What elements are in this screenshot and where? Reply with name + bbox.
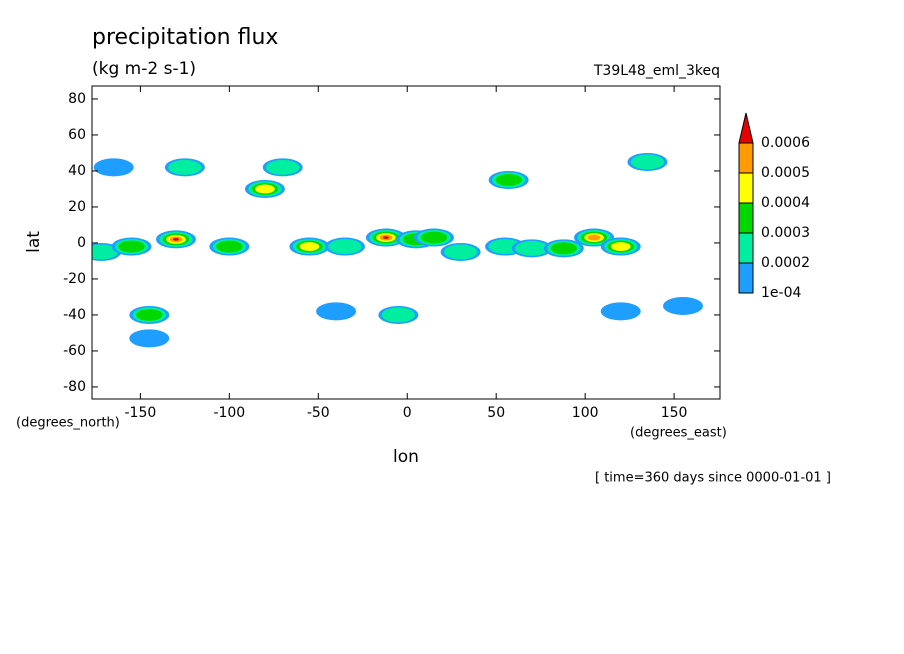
x-tick-label: 100: [572, 405, 599, 421]
contour-blob: [262, 158, 303, 177]
contour-blob: [316, 302, 357, 321]
contour-level: [600, 302, 641, 321]
contour-level: [255, 184, 275, 194]
contour-level: [129, 329, 170, 348]
contour-level: [662, 296, 703, 315]
contour-level: [587, 234, 601, 241]
contour-level: [118, 240, 145, 253]
contour-level: [630, 154, 665, 170]
colorbar-label: 1e-04: [761, 285, 801, 301]
colorbar-label: 0.0002: [761, 255, 810, 271]
contour-blob: [93, 158, 134, 177]
contour-level: [316, 302, 357, 321]
contour-level: [420, 231, 448, 244]
contour-level: [550, 242, 578, 255]
contour-blob: [511, 239, 552, 258]
contour-level: [495, 174, 522, 186]
contour-blob: [662, 296, 703, 315]
contour-level: [299, 242, 320, 251]
colorbar-box: [738, 232, 754, 264]
contour-level: [382, 236, 389, 239]
y-tick-label: 80: [68, 91, 86, 107]
contour-blob: [164, 158, 205, 177]
x-tick-label: -150: [124, 405, 156, 421]
contour-blob: [129, 329, 170, 348]
colorbar-box: [738, 202, 754, 234]
colorbar-label: 0.0006: [761, 135, 810, 151]
x-tick-label: -100: [213, 405, 245, 421]
y-tick-label: -60: [63, 343, 86, 359]
contour-level: [136, 309, 163, 321]
colorbar-box: [738, 142, 754, 174]
contour-level: [172, 238, 179, 241]
contour-blob: [543, 239, 584, 258]
contour-level: [381, 307, 415, 323]
y-tick-label: -40: [63, 307, 86, 323]
contour-blob: [600, 237, 641, 256]
annotation: T39L48_eml_3keq: [593, 63, 720, 79]
contour-blob: [378, 305, 419, 324]
contour-level: [444, 244, 478, 260]
x-tick-label: 0: [403, 405, 412, 421]
contour-level: [266, 159, 300, 175]
contour-blob: [488, 170, 529, 189]
contour-blob: [413, 228, 454, 247]
contour-level: [610, 242, 631, 251]
colorbar-label: 0.0003: [761, 225, 810, 241]
y-units: (degrees_north): [16, 416, 120, 431]
contour-level: [515, 240, 549, 256]
contour-level: [93, 158, 134, 177]
contour-blob: [289, 237, 330, 256]
x-tick-label: 50: [487, 405, 505, 421]
contour-blob: [129, 305, 170, 324]
footer: [ time=360 days since 0000-01-01 ]: [595, 471, 831, 486]
y-tick-label: 20: [68, 199, 86, 215]
contour-blob: [365, 228, 406, 247]
x-units: (degrees_east): [630, 426, 727, 441]
y-tick-label: 60: [68, 127, 86, 143]
colorbar-label: 0.0005: [761, 165, 810, 181]
contour-level: [168, 159, 202, 175]
colorbar-box: [738, 172, 754, 204]
colorbar-label: 0.0004: [761, 195, 810, 211]
y-tick-label: -80: [63, 379, 86, 395]
contour-blob: [209, 237, 250, 256]
contour-level: [328, 239, 362, 255]
y-tick-label: 0: [77, 235, 86, 251]
chart-subtitle: (kg m-2 s-1): [92, 59, 196, 79]
contour-level: [92, 244, 118, 260]
x-axis-label: lon: [393, 447, 419, 467]
x-tick-label: 150: [661, 405, 688, 421]
y-tick-label: 40: [68, 163, 86, 179]
contour-blob: [244, 179, 285, 198]
contour-blob: [111, 237, 152, 256]
x-tick-label: -50: [307, 405, 330, 421]
chart-title: precipitation flux: [92, 25, 278, 50]
contour-blob: [324, 237, 365, 256]
contour-blob: [155, 230, 196, 249]
contour-blob: [627, 152, 668, 171]
colorbar-triangle: [738, 112, 754, 144]
contour-blob: [440, 242, 481, 261]
y-axis-label: lat: [24, 231, 44, 253]
contour-blob: [600, 302, 641, 321]
y-tick-label: -20: [63, 271, 86, 287]
contour-area: [92, 152, 703, 348]
colorbar-box: [738, 262, 754, 294]
contour-level: [216, 240, 243, 253]
